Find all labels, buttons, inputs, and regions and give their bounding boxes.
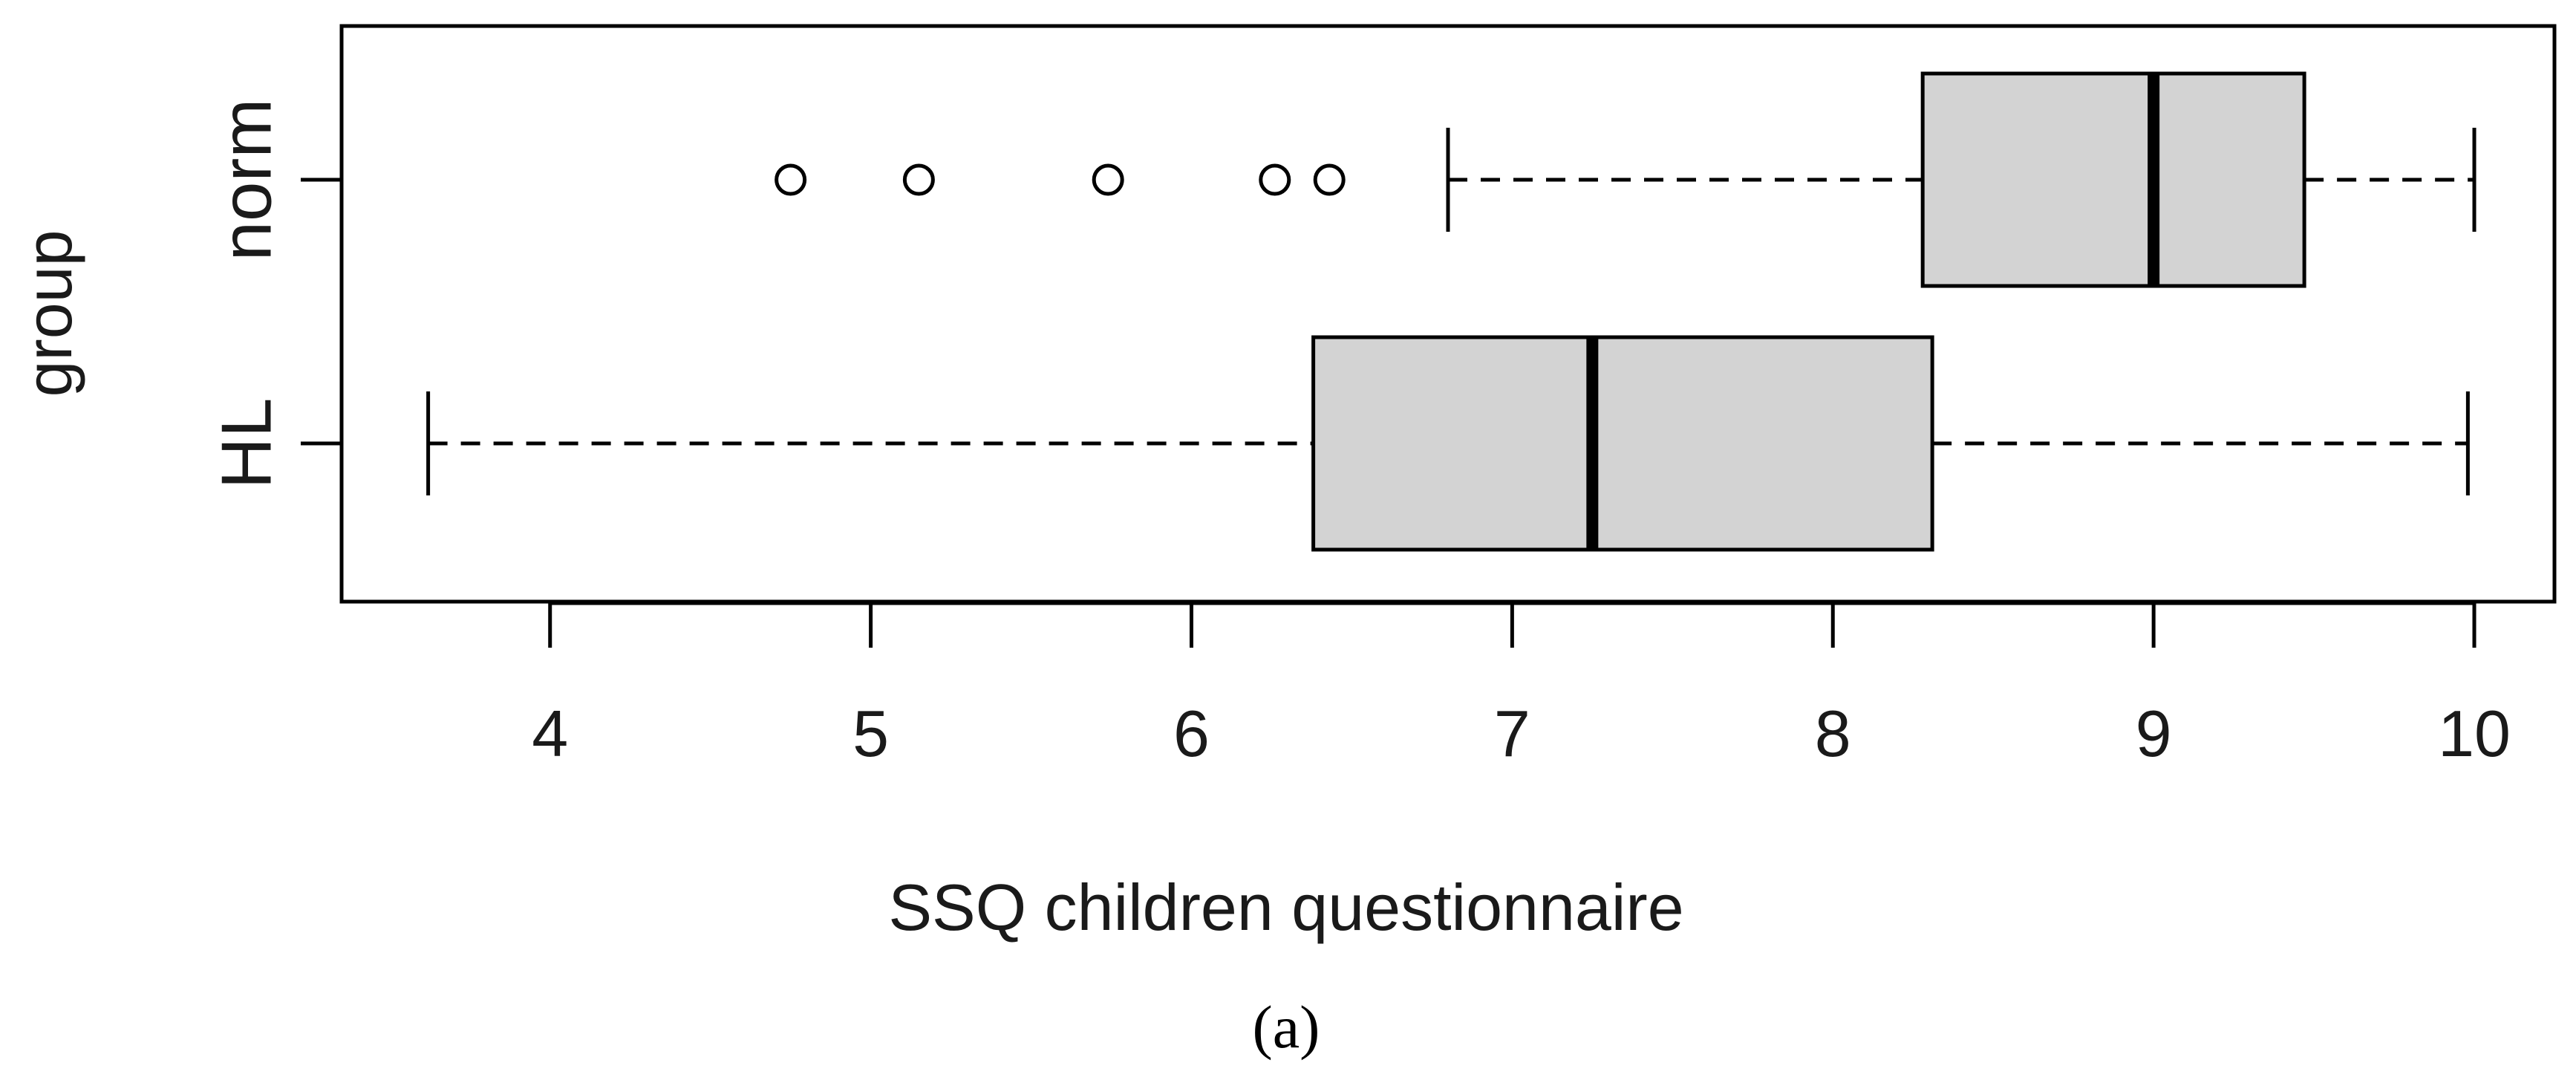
x-axis: 4 5 6 7 8 9 10	[532, 601, 2511, 770]
y-axis-label: group	[12, 230, 85, 397]
box-hl	[426, 335, 2470, 552]
x-tick-label: 5	[852, 697, 889, 770]
outlier-point	[1092, 163, 1124, 196]
x-tick-label: 9	[2136, 697, 2172, 770]
y-tick-label: norm	[207, 99, 287, 261]
y-axis: HL norm	[207, 99, 342, 489]
box-norm	[1446, 71, 2476, 288]
x-tick-label: 4	[532, 697, 568, 770]
box-rect	[1920, 71, 2306, 288]
outlier-point	[1313, 163, 1346, 196]
x-axis-label: SSQ children questionnaire	[888, 871, 1683, 944]
outlier-point	[1259, 163, 1291, 196]
x-tick-label: 7	[1494, 697, 1530, 770]
x-tick-label: 8	[1815, 697, 1851, 770]
outlier-point	[775, 163, 807, 196]
boxes-layer	[426, 71, 2476, 552]
y-tick-label: HL	[207, 398, 287, 489]
figure-caption: (a)	[1252, 993, 1320, 1061]
box-rect	[1311, 335, 1934, 552]
x-tick-label: 6	[1173, 697, 1210, 770]
outlier-point	[902, 163, 935, 196]
x-tick-label: 10	[2438, 697, 2511, 770]
outliers-layer	[775, 163, 1346, 196]
